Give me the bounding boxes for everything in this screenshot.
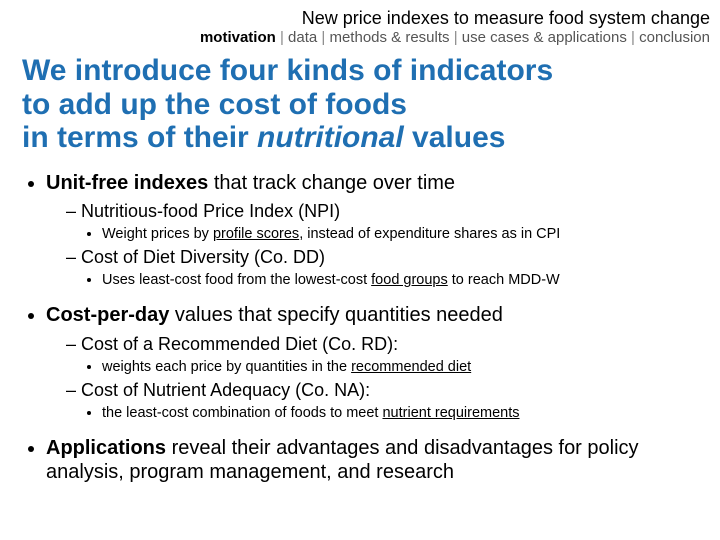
bullet-lead: Unit-free indexes — [46, 172, 208, 194]
sub-item: the least-cost combination of foods to m… — [102, 404, 710, 422]
sub-text-a: weights each price by quantities in the — [102, 359, 351, 375]
breadcrumb: motivation | data | methods & results | … — [10, 29, 710, 46]
sub-text-u: profile scores — [213, 226, 299, 242]
dash-list: Nutritious-food Price Index (NPI) Weight… — [46, 201, 710, 289]
bullet-lead: Cost-per-day — [46, 304, 169, 326]
heading-line3b: values — [404, 121, 506, 154]
sub-text-u: food groups — [371, 272, 448, 288]
slide: New price indexes to measure food system… — [0, 0, 720, 540]
bullet-rest: values that specify quantities needed — [169, 304, 503, 326]
dash-cord: Cost of a Recommended Diet (Co. RD): — [66, 334, 710, 356]
heading-line2: to add up the cost of foods — [22, 88, 407, 121]
sub-list: weights each price by quantities in the … — [66, 358, 710, 376]
sub-text-b: , instead of expenditure shares as in CP… — [299, 226, 560, 242]
content-body: Unit-free indexes that track change over… — [24, 171, 710, 485]
heading-line1: We introduce four kinds of indicators — [22, 54, 553, 87]
sub-item: weights each price by quantities in the … — [102, 358, 710, 376]
breadcrumb-active: motivation — [200, 29, 276, 46]
heading-line3-em: nutritional — [257, 121, 404, 154]
breadcrumb-item-methods: methods & results — [329, 29, 449, 46]
sub-text-a: Uses least-cost food from the lowest-cos… — [102, 272, 371, 288]
sub-text-b: to reach MDD-W — [448, 272, 560, 288]
dash-cona: Cost of Nutrient Adequacy (Co. NA): — [66, 380, 710, 402]
sub-list: Weight prices by profile scores, instead… — [66, 225, 710, 243]
breadcrumb-item-conclusion: conclusion — [639, 29, 710, 46]
breadcrumb-sep: | — [627, 29, 639, 46]
dash-codd: Cost of Diet Diversity (Co. DD) — [66, 247, 710, 269]
heading-line3a: in terms of their — [22, 121, 257, 154]
dash-list: Cost of a Recommended Diet (Co. RD): wei… — [46, 334, 710, 422]
sub-list: Uses least-cost food from the lowest-cos… — [66, 271, 710, 289]
sub-text-u: nutrient requirements — [382, 405, 519, 421]
slide-header-title: New price indexes to measure food system… — [10, 8, 710, 29]
bullet-cost-per-day: Cost-per-day values that specify quantit… — [46, 303, 710, 422]
main-heading: We introduce four kinds of indicators to… — [22, 54, 710, 155]
sub-text-a: Weight prices by — [102, 226, 213, 242]
bullet-applications: Applications reveal their advantages and… — [46, 436, 710, 485]
sub-text-a: the least-cost combination of foods to m… — [102, 405, 382, 421]
sub-list: the least-cost combination of foods to m… — [66, 404, 710, 422]
breadcrumb-sep: | — [317, 29, 329, 46]
sub-text-u: recommended diet — [351, 359, 471, 375]
bullet-rest: that track change over time — [208, 172, 455, 194]
breadcrumb-sep: | — [450, 29, 462, 46]
breadcrumb-sep: | — [276, 29, 288, 46]
breadcrumb-item-data: data — [288, 29, 317, 46]
bullet-unit-free: Unit-free indexes that track change over… — [46, 171, 710, 290]
bullet-list: Unit-free indexes that track change over… — [24, 171, 710, 485]
bullet-lead: Applications — [46, 437, 166, 459]
sub-item: Uses least-cost food from the lowest-cos… — [102, 271, 710, 289]
sub-item: Weight prices by profile scores, instead… — [102, 225, 710, 243]
breadcrumb-item-usecases: use cases & applications — [462, 29, 627, 46]
dash-npi: Nutritious-food Price Index (NPI) — [66, 201, 710, 223]
